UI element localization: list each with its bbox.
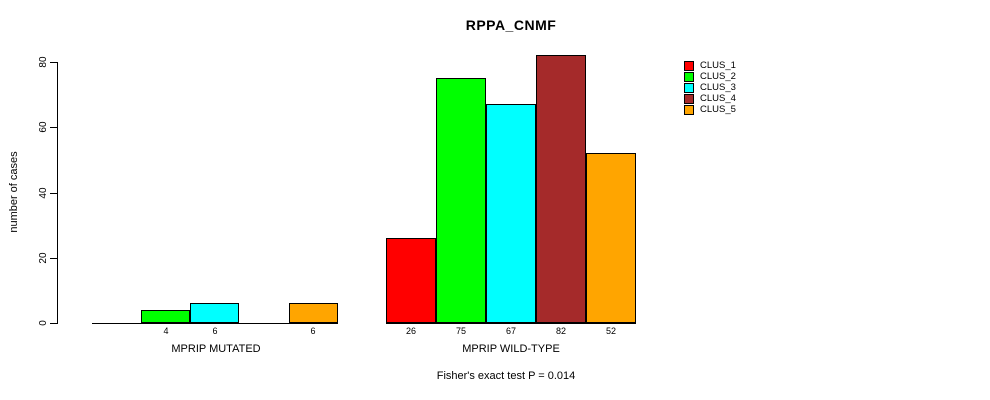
- bar-value-label: 26: [405, 326, 416, 336]
- y-axis-label: number of cases: [8, 151, 20, 233]
- y-axis-tick: [50, 258, 57, 259]
- y-axis-tick: [50, 323, 57, 324]
- group-label-mutated: MPRIP MUTATED: [171, 343, 261, 355]
- bar-clus_2: [141, 310, 190, 323]
- y-axis-tick-label: 0: [38, 320, 49, 326]
- y-axis-tick-label: 40: [38, 187, 49, 199]
- legend-label: CLUS_2: [700, 71, 736, 82]
- bar-clus_3: [190, 303, 239, 323]
- legend-label: CLUS_5: [700, 104, 736, 115]
- chart-title: RPPA_CNMF: [465, 17, 557, 33]
- bar-clus_5: [289, 303, 338, 323]
- x-axis-baseline: [386, 323, 636, 324]
- y-axis-line: [57, 62, 58, 324]
- y-axis-tick-label: 20: [38, 252, 49, 264]
- y-axis-tick-label: 80: [38, 56, 49, 68]
- y-axis-tick: [50, 62, 57, 63]
- bar-value-label: 6: [310, 326, 316, 336]
- legend-label: CLUS_1: [700, 60, 736, 71]
- legend-row-clus_2: CLUS_2: [684, 72, 736, 82]
- legend-swatch-icon: [684, 83, 694, 93]
- legend: CLUS_1 CLUS_2 CLUS_3 CLUS_4 CLUS_5: [684, 61, 736, 116]
- legend-swatch-icon: [684, 72, 694, 82]
- bar-value-label: 6: [212, 326, 218, 336]
- bar-value-label: 67: [505, 326, 516, 336]
- legend-swatch-icon: [684, 61, 694, 71]
- bar-value-label: 52: [605, 326, 616, 336]
- group-label-wildtype: MPRIP WILD-TYPE: [462, 343, 560, 355]
- y-axis-tick-label: 60: [38, 121, 49, 133]
- y-axis-tick: [50, 127, 57, 128]
- legend-swatch-icon: [684, 105, 694, 115]
- bar-clus_5: [586, 153, 636, 323]
- legend-swatch-icon: [684, 94, 694, 104]
- legend-row-clus_5: CLUS_5: [684, 105, 736, 115]
- legend-label: CLUS_4: [700, 93, 736, 104]
- legend-row-clus_1: CLUS_1: [684, 61, 736, 71]
- legend-row-clus_4: CLUS_4: [684, 94, 736, 104]
- bar-value-label: 75: [455, 326, 466, 336]
- bar-value-label: 82: [555, 326, 566, 336]
- bar-value-label: 4: [163, 326, 169, 336]
- bar-clus_4: [536, 55, 586, 323]
- fisher-test-caption: Fisher's exact test P = 0.014: [436, 370, 576, 382]
- legend-label: CLUS_3: [700, 82, 736, 93]
- bar-clus_1: [386, 238, 436, 323]
- bar-clus_3: [486, 104, 536, 323]
- bar-clus_2: [436, 78, 486, 323]
- x-axis-baseline: [92, 323, 338, 324]
- legend-row-clus_3: CLUS_3: [684, 83, 736, 93]
- y-axis-tick: [50, 193, 57, 194]
